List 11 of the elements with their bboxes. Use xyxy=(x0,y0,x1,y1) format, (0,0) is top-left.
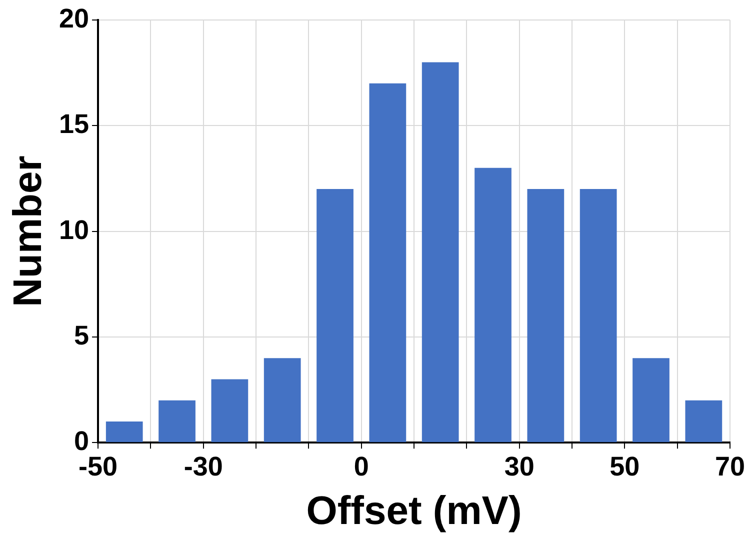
x-tick-label: -30 xyxy=(184,451,223,482)
x-axis-title: Offset (mV) xyxy=(306,489,522,534)
x-tick-label: 50 xyxy=(610,451,640,482)
y-axis-title: Number xyxy=(6,156,50,307)
y-tick-label: 10 xyxy=(58,214,90,245)
x-tick-label: 70 xyxy=(714,451,746,482)
x-tick-label: 30 xyxy=(504,451,534,482)
x-tick-label: 0 xyxy=(354,451,369,482)
y-tick-label: 20 xyxy=(58,3,90,34)
y-tick-label: 15 xyxy=(58,109,90,140)
y-tick-label: 5 xyxy=(74,320,90,350)
